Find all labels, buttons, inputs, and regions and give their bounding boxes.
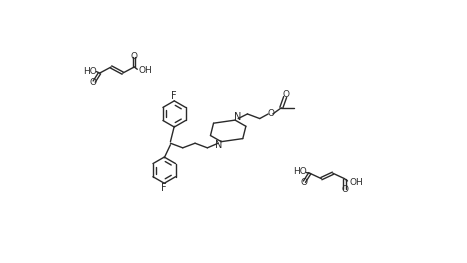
Text: F: F (171, 91, 177, 101)
Text: O: O (342, 185, 349, 194)
Text: O: O (300, 178, 307, 187)
Text: HO: HO (293, 167, 307, 176)
Text: O: O (90, 78, 97, 87)
Text: OH: OH (349, 178, 363, 187)
Text: HO: HO (83, 67, 97, 76)
Text: OH: OH (139, 66, 153, 75)
Text: F: F (162, 183, 167, 193)
Text: O: O (131, 52, 138, 61)
Text: O: O (267, 109, 274, 118)
Text: O: O (283, 90, 290, 99)
Text: N: N (215, 140, 223, 150)
Text: N: N (234, 112, 241, 122)
